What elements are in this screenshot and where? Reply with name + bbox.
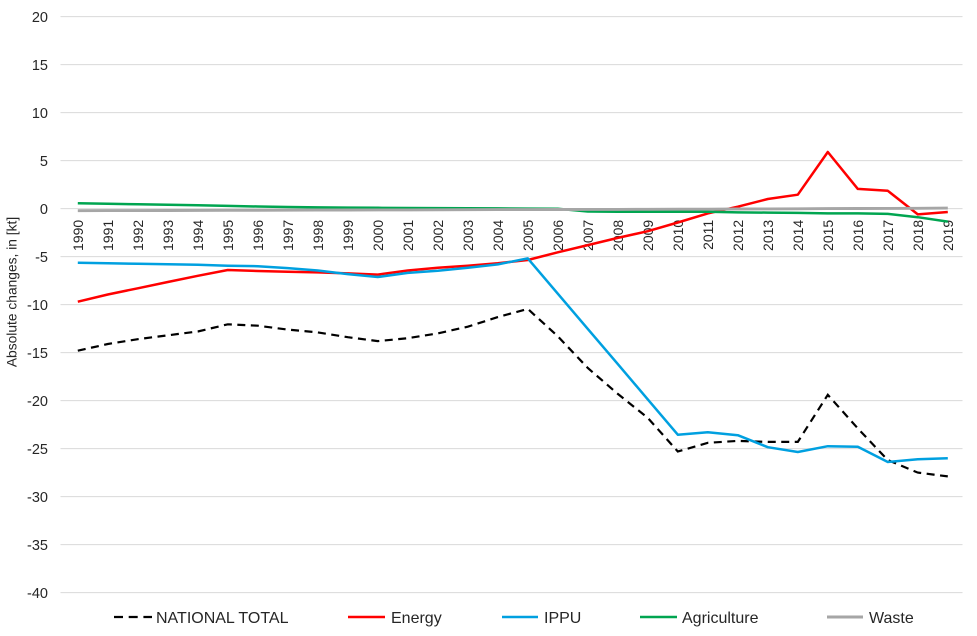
svg-text:Agriculture: Agriculture bbox=[682, 610, 759, 627]
svg-text:20: 20 bbox=[32, 10, 48, 26]
svg-text:2017: 2017 bbox=[880, 220, 896, 251]
svg-text:1996: 1996 bbox=[250, 220, 266, 251]
svg-text:-10: -10 bbox=[27, 298, 48, 314]
svg-text:-5: -5 bbox=[35, 250, 48, 266]
svg-text:2004: 2004 bbox=[490, 220, 506, 251]
svg-text:Energy: Energy bbox=[391, 610, 442, 627]
svg-text:2010: 2010 bbox=[670, 220, 686, 251]
svg-text:1991: 1991 bbox=[100, 220, 116, 251]
svg-text:1993: 1993 bbox=[160, 220, 176, 251]
svg-text:2008: 2008 bbox=[610, 220, 626, 251]
svg-text:Absolute changes, in [kt]: Absolute changes, in [kt] bbox=[5, 217, 20, 367]
svg-text:2002: 2002 bbox=[430, 220, 446, 251]
svg-text:2011: 2011 bbox=[700, 220, 716, 250]
svg-text:1994: 1994 bbox=[190, 220, 206, 251]
svg-text:2003: 2003 bbox=[460, 220, 476, 251]
svg-text:2018: 2018 bbox=[910, 220, 926, 251]
svg-text:-30: -30 bbox=[27, 490, 48, 506]
svg-text:1995: 1995 bbox=[220, 220, 236, 251]
svg-text:10: 10 bbox=[32, 106, 48, 122]
svg-text:1997: 1997 bbox=[280, 220, 296, 251]
svg-text:2019: 2019 bbox=[940, 220, 956, 251]
svg-text:-20: -20 bbox=[27, 394, 48, 410]
svg-text:-40: -40 bbox=[27, 586, 48, 602]
svg-text:15: 15 bbox=[32, 58, 48, 74]
svg-text:2016: 2016 bbox=[850, 220, 866, 251]
svg-text:2001: 2001 bbox=[400, 220, 416, 251]
svg-text:2005: 2005 bbox=[520, 220, 536, 251]
svg-text:IPPU: IPPU bbox=[544, 610, 581, 627]
svg-text:1998: 1998 bbox=[310, 220, 326, 251]
svg-text:1992: 1992 bbox=[130, 220, 146, 251]
svg-text:5: 5 bbox=[40, 154, 48, 170]
svg-text:Waste: Waste bbox=[869, 610, 914, 627]
svg-text:-15: -15 bbox=[27, 346, 48, 362]
svg-text:0: 0 bbox=[40, 202, 48, 218]
svg-text:-25: -25 bbox=[27, 442, 48, 458]
svg-text:2012: 2012 bbox=[730, 220, 746, 251]
svg-text:2009: 2009 bbox=[640, 220, 656, 251]
svg-text:2014: 2014 bbox=[790, 220, 806, 251]
svg-text:1999: 1999 bbox=[340, 220, 356, 251]
svg-text:2015: 2015 bbox=[820, 220, 836, 251]
svg-text:-35: -35 bbox=[27, 538, 48, 554]
svg-text:NATIONAL TOTAL: NATIONAL TOTAL bbox=[156, 610, 289, 627]
svg-text:2000: 2000 bbox=[370, 220, 386, 251]
svg-text:2006: 2006 bbox=[550, 220, 566, 251]
svg-text:2013: 2013 bbox=[760, 220, 776, 251]
svg-text:1990: 1990 bbox=[70, 220, 86, 251]
